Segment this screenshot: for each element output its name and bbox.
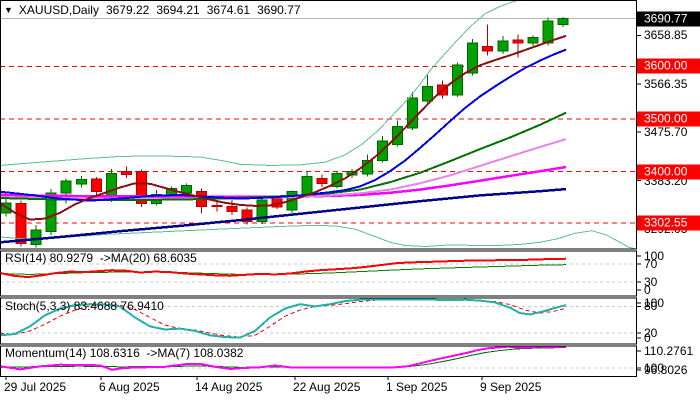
candle-body (557, 18, 569, 26)
ma-10-line (0, 34, 567, 221)
stoch-axis-tick-label: 100 (644, 296, 665, 310)
panel-border (0, 0, 637, 250)
candle-body (256, 199, 268, 223)
candle-body (30, 229, 42, 245)
momentum-indicator-label: Momentum(14) 108.6316 ->MA(7) 108.0382 (5, 346, 244, 360)
candle-body (316, 178, 328, 184)
candle-body (120, 171, 132, 175)
candle-body (15, 202, 27, 244)
rsi-line (0, 257, 567, 279)
rsi-axis-tick-label: 100 (644, 249, 665, 263)
candle-body (211, 204, 223, 207)
main-price-badge: 3500.00 (637, 111, 700, 127)
quote-open: 3679.22 (105, 3, 150, 17)
candle-body (512, 39, 524, 44)
main-price-badge: 3302.55 (637, 215, 700, 231)
rsi-axis-tick-label: 0 (644, 283, 651, 297)
candle-body (407, 97, 418, 129)
symbol-period-label: XAUUSD,Daily (18, 3, 99, 17)
candle-body (467, 42, 479, 74)
momentum-axis-tick-label: 100 (644, 361, 665, 376)
candle-body (452, 64, 464, 96)
ma-200-line (0, 187, 567, 244)
main-axis-tick-label: 3475.70 (644, 124, 688, 139)
stoch-axis-tick-label: 0 (644, 331, 651, 345)
momentum-axis-tick-label: 96.8026 (644, 363, 688, 377)
ma-50-line (0, 111, 567, 202)
quote-low: 3674.61 (206, 3, 251, 17)
main-axis-tick-label: 3566.35 (644, 77, 688, 92)
rsi-axis-tick-label: 70 (644, 256, 658, 271)
momentum-panel (0, 345, 637, 371)
stoch-indicator-label: Stoch(5,3,3) 83.4688 76.9410 (5, 299, 164, 313)
stoch-panel (0, 298, 637, 339)
date-label: 6 Aug 2025 (99, 380, 160, 394)
date-label: 29 Jul 2025 (4, 380, 67, 394)
quote-close: 3690.77 (257, 3, 301, 17)
momentum-axis-tick-label: 110.2761 (644, 344, 694, 358)
rsi-axis-tick-label: 30 (644, 275, 658, 290)
band-lower-line (0, 224, 637, 249)
candle-body (241, 209, 253, 223)
main-price-badge: 3600.00 (637, 58, 700, 74)
main-price-badge: 3690.77 (637, 11, 700, 27)
date-label: 9 Sep 2025 (480, 380, 542, 394)
stoch-axis-tick-label: 80 (644, 299, 658, 314)
candle-body (181, 184, 193, 194)
rsi-indicator-label: RSI(14) 80.9279 ->MA(20) 68.6035 (5, 251, 197, 265)
main-panel (0, 0, 637, 249)
candle-body (482, 45, 494, 52)
candle-body (542, 20, 554, 44)
candle-body (136, 171, 147, 204)
panel-border (0, 297, 637, 345)
candle-body (45, 192, 57, 233)
panel-border (0, 345, 637, 377)
candle-body (422, 85, 433, 102)
candle-body (90, 178, 102, 193)
candle-body (497, 40, 509, 52)
date-label: 1 Sep 2025 (386, 380, 448, 394)
date-label: 14 Aug 2025 (195, 380, 263, 394)
candle-body (301, 175, 313, 196)
quote-high: 3694.21 (156, 3, 200, 17)
stoch-k-line (0, 298, 567, 339)
momentum-line (0, 345, 567, 371)
candle-body (226, 205, 238, 213)
candle-body (75, 179, 87, 185)
ma-20-line (0, 48, 567, 202)
band-upper-line (0, 0, 521, 166)
candle-body (527, 36, 539, 44)
ma-100-line (0, 138, 567, 200)
chart-title: ▼ XAUUSD,Daily 3679.22 3694.21 3674.61 3… (4, 3, 301, 17)
candle-body (60, 180, 72, 194)
panel-border (0, 250, 637, 297)
main-axis-tick-label: 3658.85 (644, 28, 688, 43)
date-label: 22 Aug 2025 (293, 380, 361, 394)
main-price-badge: 3400.00 (637, 164, 700, 180)
symbol-dropdown-icon[interactable]: ▼ (4, 5, 13, 15)
rsi-panel (0, 257, 637, 283)
stoch-axis-tick-label: 20 (644, 326, 658, 341)
